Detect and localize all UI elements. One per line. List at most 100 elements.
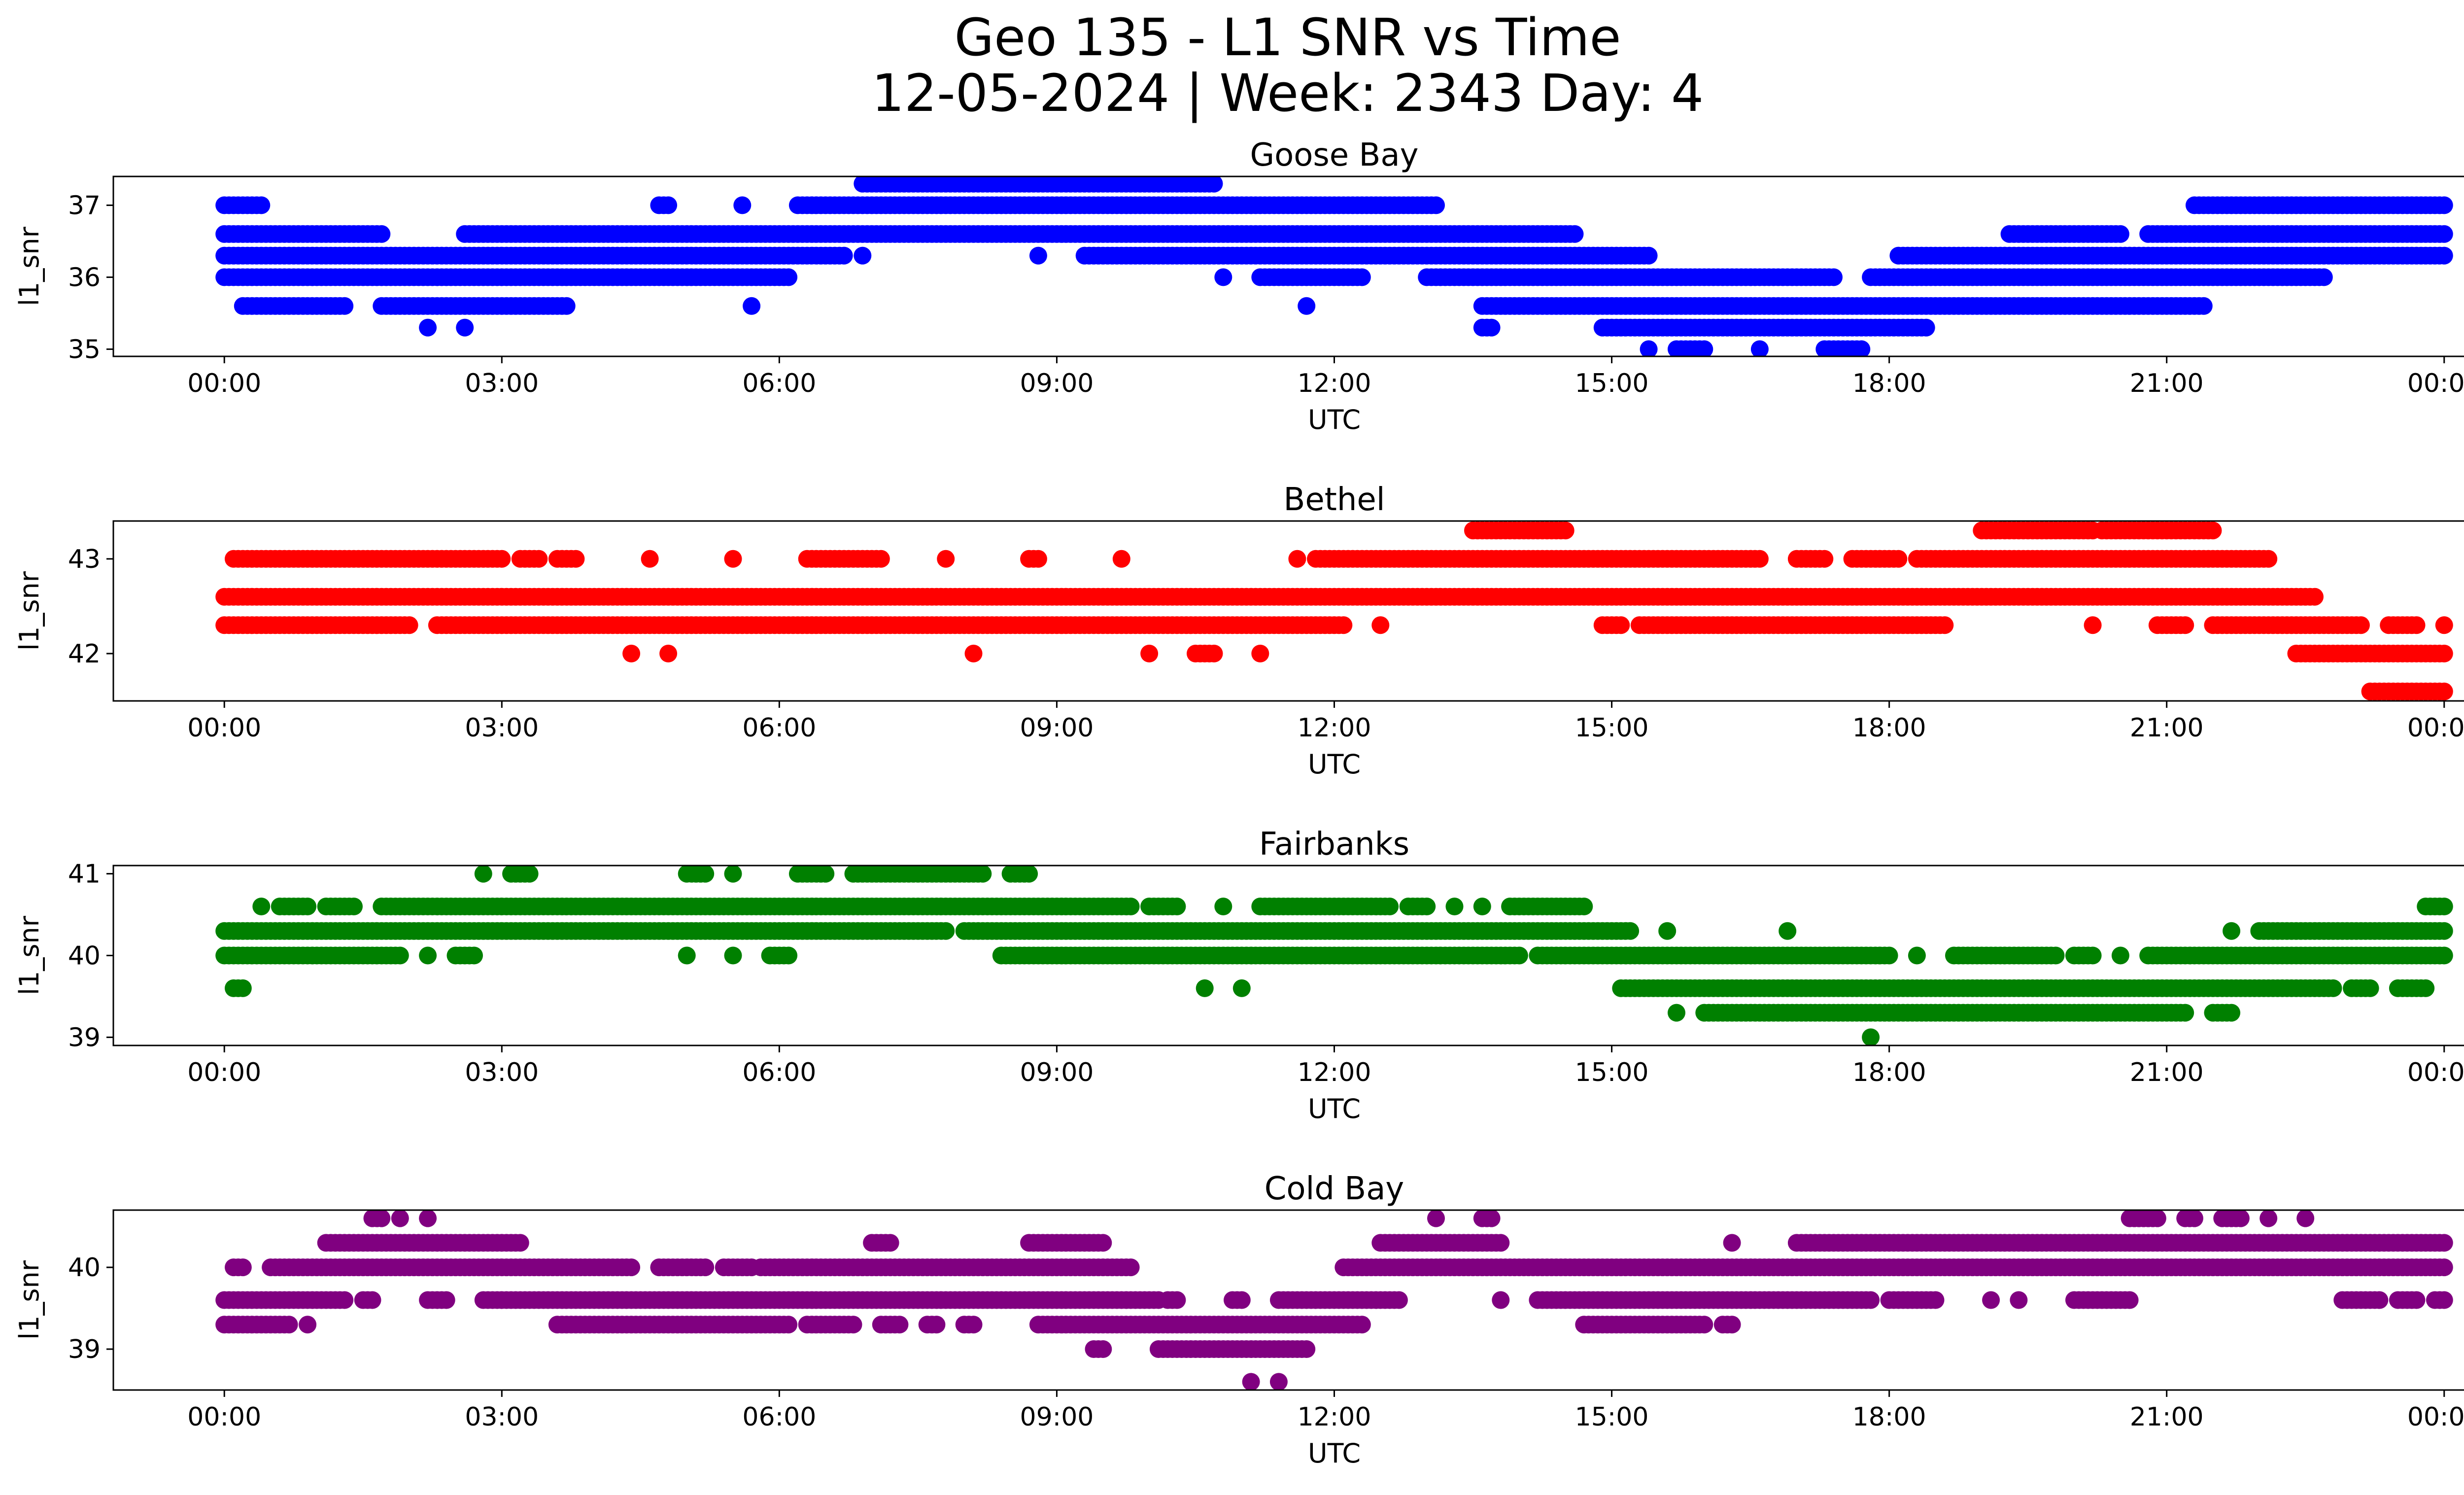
data-point	[2111, 946, 2129, 965]
data-point	[733, 196, 752, 214]
data-point	[1668, 1004, 1685, 1022]
data-point	[1168, 898, 1186, 915]
x-tick-label: 03:00	[465, 369, 539, 398]
data-point	[1205, 644, 1223, 662]
data-point	[1205, 176, 1223, 193]
data-point	[2231, 1210, 2250, 1227]
data-point	[1381, 898, 1399, 915]
data-point	[641, 550, 659, 568]
data-point	[1445, 898, 1464, 915]
x-tick-label: 15:00	[1575, 713, 1649, 743]
data-point	[1492, 1234, 1510, 1252]
data-point	[2315, 268, 2333, 286]
data-point	[2435, 616, 2453, 634]
data-point	[2352, 616, 2370, 634]
x-tick-label: 00:00	[2407, 1058, 2464, 1087]
data-point	[373, 1210, 391, 1227]
data-point	[1695, 340, 1713, 356]
x-tick-label: 15:00	[1575, 1058, 1649, 1087]
data-point	[872, 550, 890, 568]
goose-bay-points	[215, 176, 2453, 356]
data-point	[437, 1291, 455, 1309]
data-point	[1750, 550, 1769, 568]
data-point	[1640, 246, 1658, 265]
data-point	[1575, 898, 1593, 915]
x-tick-label: 06:00	[742, 1058, 816, 1087]
data-point	[1029, 246, 1047, 265]
data-point	[391, 946, 409, 965]
data-point	[474, 866, 492, 883]
bethel-points	[215, 522, 2453, 700]
goose-bay-title: Goose Bay	[1250, 137, 1419, 174]
data-point	[2435, 1234, 2453, 1252]
x-tick-label: 15:00	[1575, 369, 1649, 398]
x-tick-label: 12:00	[1298, 369, 1371, 398]
data-point	[678, 946, 696, 965]
bethel-title: Bethel	[1283, 482, 1385, 518]
data-point	[2204, 522, 2222, 540]
y-tick-label: 40	[68, 941, 101, 971]
data-point	[1094, 1234, 1112, 1252]
data-point	[2296, 1210, 2315, 1227]
data-point	[1140, 644, 1159, 662]
data-point	[1825, 268, 1843, 286]
data-point	[881, 1234, 899, 1252]
data-point	[2324, 979, 2342, 997]
y-tick-label: 43	[68, 545, 101, 574]
data-point	[2259, 550, 2278, 568]
fairbanks-title: Fairbanks	[1259, 826, 1409, 863]
fairbanks-x-axis-label: UTC	[1308, 1093, 1361, 1124]
data-point	[1566, 225, 1584, 243]
data-point	[1612, 616, 1630, 634]
data-point	[2435, 946, 2453, 965]
data-point	[2435, 246, 2453, 265]
data-point	[2306, 588, 2324, 606]
data-point	[1020, 866, 1038, 883]
data-point	[2435, 644, 2453, 662]
data-point	[1288, 550, 1306, 568]
data-point	[1298, 297, 1316, 315]
data-point	[2435, 1258, 2453, 1277]
x-tick-label: 09:00	[1020, 369, 1094, 398]
x-tick-label: 03:00	[465, 713, 539, 743]
data-point	[336, 297, 354, 315]
data-point	[724, 946, 742, 965]
x-tick-label: 09:00	[1020, 1058, 1094, 1087]
data-point	[1122, 898, 1140, 915]
x-tick-label: 18:00	[1852, 1058, 1926, 1087]
data-point	[1936, 616, 1954, 634]
data-point	[854, 246, 872, 265]
data-point	[2435, 196, 2453, 214]
x-tick-label: 18:00	[1852, 369, 1926, 398]
data-point	[1214, 268, 1232, 286]
data-point	[1427, 1210, 1445, 1227]
data-point	[1418, 898, 1436, 915]
data-point	[1214, 898, 1232, 915]
data-point	[1112, 550, 1130, 568]
data-point	[974, 866, 992, 883]
data-point	[2194, 297, 2213, 315]
data-point	[696, 866, 715, 883]
data-point	[659, 644, 678, 662]
data-point	[1658, 922, 1677, 940]
data-point	[1510, 946, 1528, 965]
data-point	[465, 946, 483, 965]
data-point	[1880, 946, 1898, 965]
data-point	[780, 946, 798, 965]
data-point	[1640, 340, 1658, 356]
y-tick-label: 41	[68, 860, 101, 889]
data-point	[2084, 946, 2102, 965]
data-point	[2084, 616, 2102, 634]
x-tick-label: 09:00	[1020, 713, 1094, 743]
data-point	[234, 979, 252, 997]
data-point	[345, 898, 363, 915]
data-point	[964, 644, 983, 662]
data-point	[1862, 1028, 1880, 1045]
data-point	[2111, 225, 2129, 243]
data-point	[1917, 318, 1935, 337]
data-point	[2176, 1004, 2194, 1022]
x-tick-label: 06:00	[742, 713, 816, 743]
